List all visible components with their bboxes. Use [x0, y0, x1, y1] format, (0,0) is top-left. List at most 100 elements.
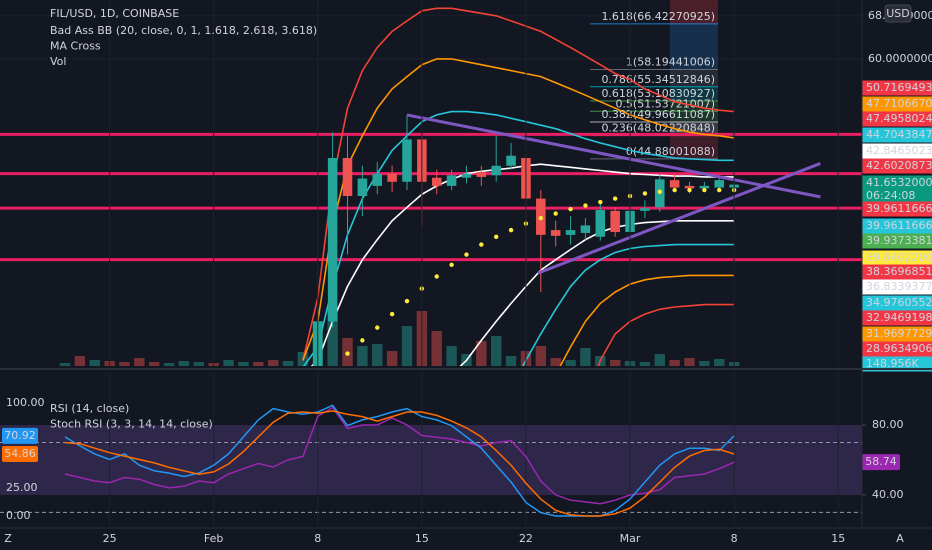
y-tick-label: 0.00 — [6, 509, 31, 522]
volume-bar — [148, 362, 160, 366]
volume-bar — [253, 362, 264, 366]
indicator-title: Bad Ass BB (20, close, 0, 1, 1.618, 2.61… — [50, 24, 317, 37]
indicator-title: MA Cross — [50, 40, 101, 53]
price-label: 47.71066705 — [866, 97, 932, 110]
indicator-dot — [494, 234, 499, 239]
price-label-bg — [862, 341, 932, 357]
value-badge: 58.74 — [865, 455, 897, 468]
indicator-dot — [642, 191, 648, 196]
volume-bar — [401, 326, 413, 366]
volume-bar — [119, 362, 130, 366]
indicator-dot — [568, 206, 573, 212]
indicator-line — [597, 303, 735, 366]
volume-bar — [490, 336, 502, 366]
x-tick-label: 15 — [831, 532, 845, 545]
countdown: 06:24:08 — [866, 189, 915, 202]
fib-label: 0(44.88001088) — [626, 145, 715, 158]
oscillator-line — [64, 410, 735, 517]
volume-bar — [282, 361, 294, 366]
value-badge-bg — [2, 427, 38, 444]
fib-label: 1.618(66.42270925) — [601, 10, 715, 23]
x-tick-label: 8 — [731, 532, 738, 545]
indicator-dot — [449, 262, 454, 268]
candle-body — [580, 225, 591, 233]
indicator-line — [302, 7, 735, 361]
indicator-dot — [538, 215, 544, 221]
price-label-bg — [862, 295, 932, 311]
fib-fill — [670, 111, 718, 122]
price-label: 34.97605524 — [866, 296, 932, 309]
volume-bar — [238, 362, 249, 366]
value-badge-bg — [2, 446, 38, 463]
indicator-dot — [404, 298, 410, 304]
candle-body — [699, 185, 710, 189]
value-badge: 70.92 — [4, 429, 36, 442]
price-label: 36.83393770 — [866, 280, 932, 293]
price-label: 39.96116667 — [866, 219, 932, 232]
price-label-bg — [862, 127, 932, 143]
volume-bar — [178, 361, 190, 366]
price-label-bg — [862, 233, 932, 249]
volume-bar — [669, 360, 680, 366]
fib-fill — [670, 0, 718, 24]
price-label-bg — [862, 356, 932, 372]
indicator-line — [559, 274, 735, 366]
volume-bar — [505, 356, 517, 366]
fib-label: 0.5(51.53721007) — [615, 97, 715, 110]
price-pane: 1.618(66.42270925)1(58.19441006)0.786(55… — [0, 0, 862, 366]
price-label-bg — [862, 158, 932, 174]
price-label: 28.96349065 — [866, 342, 932, 355]
pane-title: RSI (14, close) — [50, 402, 129, 415]
rsi-pane — [0, 372, 862, 528]
price-label: 39.96116667 — [866, 202, 932, 215]
pane-button: Z — [4, 532, 12, 545]
indicator-dot — [508, 227, 514, 233]
price-label: 32.94691989 — [866, 311, 932, 324]
price-label-bg — [862, 326, 932, 342]
volume-bar — [327, 306, 338, 366]
y2-tick-label: 80.00 — [872, 418, 904, 431]
indicator-line — [310, 163, 735, 366]
indicator-dot — [464, 252, 469, 257]
candle-body — [506, 155, 516, 166]
indicator-dot — [598, 199, 603, 205]
currency-badge-bg — [884, 4, 912, 23]
x-tick-label: 25 — [103, 532, 117, 545]
x-tick-label: 15 — [415, 532, 429, 545]
currency-badge: USD — [886, 7, 910, 20]
overlay: 68.0000000060.00000000FIL/USD, 1D, COINB… — [2, 4, 932, 545]
candle-body — [491, 165, 501, 176]
price-label-bg — [862, 111, 932, 127]
price-label-bg — [862, 201, 932, 217]
volume-bar — [446, 346, 457, 366]
candle-body — [684, 185, 695, 189]
volume-bar — [609, 360, 621, 366]
oscillator-line — [64, 404, 735, 517]
indicator-dot — [717, 187, 722, 193]
indicator-dot — [345, 351, 350, 356]
price-label: 42.60208739 — [866, 159, 932, 172]
indicator-line — [522, 243, 735, 366]
volume-bar — [134, 358, 145, 366]
price-label: 42.84650230 — [866, 144, 932, 157]
indicator-dot — [389, 311, 395, 317]
price-label-bg — [862, 279, 932, 295]
candle-body — [461, 173, 472, 178]
candle-body — [550, 230, 561, 236]
indicator-dot — [375, 325, 380, 330]
price-label: 47.49580242 — [866, 112, 932, 125]
price-label: 148.956K — [866, 357, 919, 370]
indicator-dot — [553, 211, 558, 216]
candle-body — [595, 209, 606, 237]
candle-body — [476, 172, 487, 177]
value-badge: 54.86 — [4, 447, 36, 460]
candle-body — [342, 158, 353, 197]
oscillator-line — [64, 406, 735, 505]
indicator-dot — [583, 203, 588, 208]
volume-bar — [357, 346, 368, 366]
candle-body — [372, 173, 383, 186]
candle-body — [357, 178, 368, 197]
